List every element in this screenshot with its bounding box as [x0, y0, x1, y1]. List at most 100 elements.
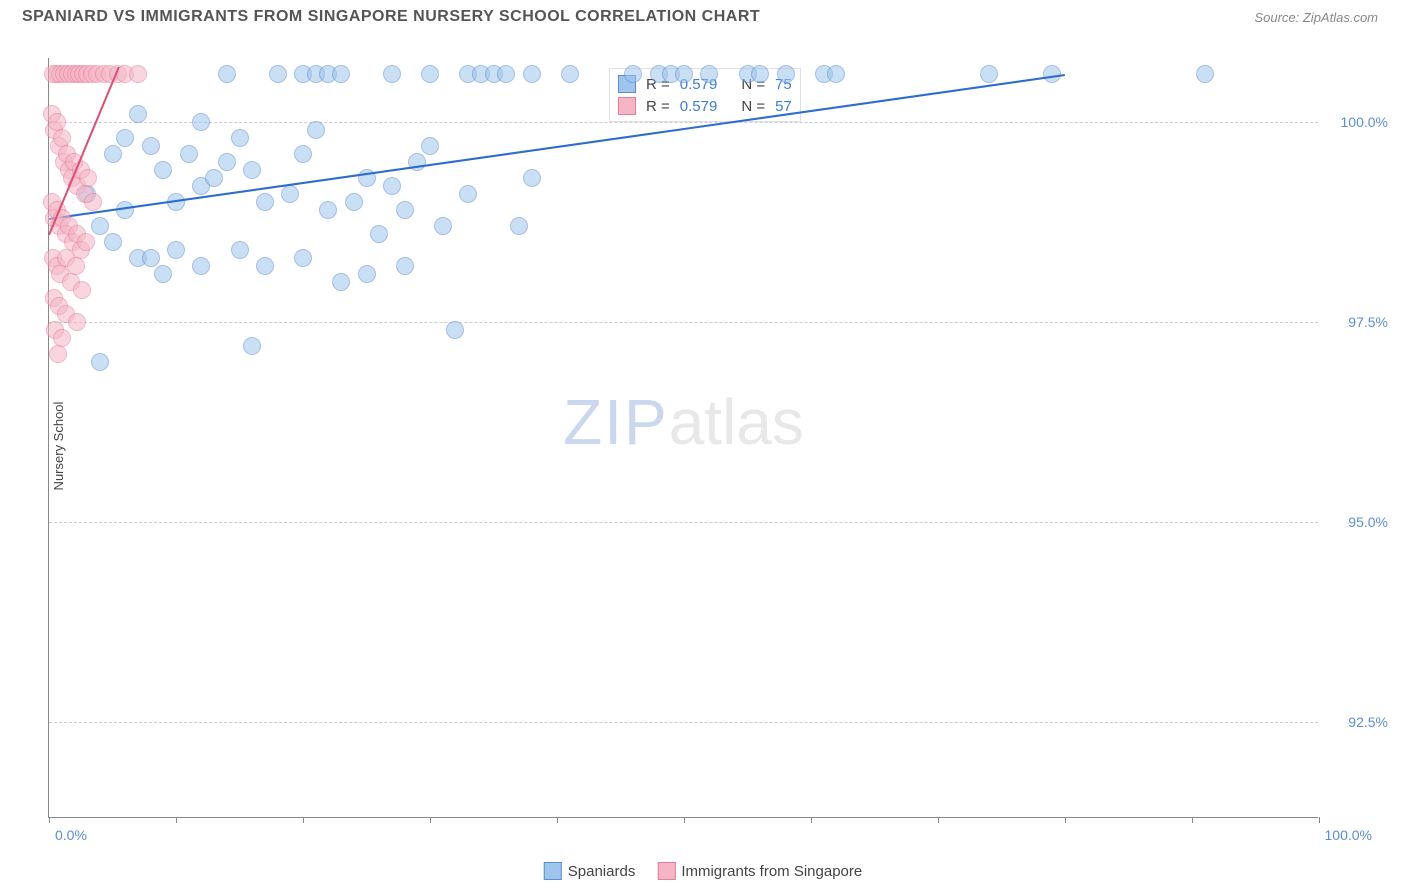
data-point-blue — [256, 257, 274, 275]
data-point-blue — [218, 65, 236, 83]
data-point-pink — [49, 345, 67, 363]
data-point-blue — [307, 121, 325, 139]
data-point-blue — [396, 257, 414, 275]
watermark: ZIPatlas — [563, 385, 804, 459]
data-point-blue — [332, 273, 350, 291]
data-point-blue — [91, 353, 109, 371]
data-point-blue — [129, 105, 147, 123]
data-point-pink — [79, 169, 97, 187]
data-point-blue — [358, 265, 376, 283]
watermark-zip: ZIP — [563, 386, 669, 458]
data-point-blue — [154, 265, 172, 283]
data-point-blue — [332, 65, 350, 83]
data-point-blue — [523, 65, 541, 83]
stats-row-pink: R = 0.579N = 57 — [618, 95, 792, 117]
chart-title: SPANIARD VS IMMIGRANTS FROM SINGAPORE NU… — [22, 8, 760, 26]
stats-r-value: 0.579 — [680, 98, 718, 115]
x-tick — [1065, 817, 1066, 823]
data-point-blue — [154, 161, 172, 179]
watermark-atlas: atlas — [669, 386, 804, 458]
y-tick-label: 100.0% — [1328, 114, 1388, 130]
data-point-blue — [319, 201, 337, 219]
data-point-blue — [142, 249, 160, 267]
data-point-blue — [383, 177, 401, 195]
data-point-blue — [497, 65, 515, 83]
source-attribution: Source: ZipAtlas.com — [1254, 10, 1378, 25]
data-point-blue — [142, 137, 160, 155]
legend-item-singapore: Immigrants from Singapore — [657, 862, 862, 880]
data-point-blue — [180, 145, 198, 163]
stats-swatch-pink — [618, 97, 636, 115]
x-tick — [49, 817, 50, 823]
data-point-blue — [624, 65, 642, 83]
x-tick — [811, 817, 812, 823]
data-point-pink — [68, 313, 86, 331]
data-point-blue — [1196, 65, 1214, 83]
x-tick — [1319, 817, 1320, 823]
data-point-blue — [980, 65, 998, 83]
data-point-blue — [383, 65, 401, 83]
bottom-legend: Spaniards Immigrants from Singapore — [544, 862, 862, 880]
x-tick — [684, 817, 685, 823]
gridline-h — [49, 322, 1318, 323]
gridline-h — [49, 522, 1318, 523]
data-point-blue — [561, 65, 579, 83]
data-point-blue — [192, 113, 210, 131]
y-tick-label: 92.5% — [1328, 714, 1388, 730]
data-point-blue — [91, 217, 109, 235]
stats-r-label: R = — [646, 98, 670, 115]
data-point-blue — [827, 65, 845, 83]
data-point-blue — [269, 65, 287, 83]
data-point-pink — [84, 193, 102, 211]
x-tick — [938, 817, 939, 823]
data-point-blue — [421, 65, 439, 83]
data-point-blue — [345, 193, 363, 211]
data-point-blue — [294, 249, 312, 267]
plot-area: ZIPatlas R = 0.579N = 75R = 0.579N = 57 … — [48, 58, 1318, 818]
data-point-blue — [281, 185, 299, 203]
x-tick — [1192, 817, 1193, 823]
gridline-h — [49, 722, 1318, 723]
legend-swatch-blue — [544, 862, 562, 880]
data-point-pink — [67, 257, 85, 275]
data-point-blue — [104, 233, 122, 251]
data-point-blue — [700, 65, 718, 83]
data-point-blue — [205, 169, 223, 187]
data-point-blue — [510, 217, 528, 235]
x-tick — [557, 817, 558, 823]
data-point-blue — [218, 153, 236, 171]
data-point-blue — [104, 145, 122, 163]
legend-item-spaniards: Spaniards — [544, 862, 636, 880]
data-point-pink — [129, 65, 147, 83]
chart-header: SPANIARD VS IMMIGRANTS FROM SINGAPORE NU… — [0, 0, 1406, 30]
data-point-blue — [751, 65, 769, 83]
data-point-blue — [192, 257, 210, 275]
data-point-blue — [243, 161, 261, 179]
data-point-blue — [459, 185, 477, 203]
x-tick-label-max: 100.0% — [1325, 827, 1372, 843]
x-tick-label-min: 0.0% — [55, 827, 87, 843]
data-point-blue — [421, 137, 439, 155]
data-point-blue — [675, 65, 693, 83]
y-tick-label: 97.5% — [1328, 314, 1388, 330]
data-point-blue — [243, 337, 261, 355]
legend-swatch-pink — [657, 862, 675, 880]
data-point-blue — [116, 129, 134, 147]
data-point-blue — [434, 217, 452, 235]
data-point-pink — [73, 281, 91, 299]
data-point-blue — [167, 241, 185, 259]
trend-line-blue — [49, 74, 1065, 220]
data-point-blue — [777, 65, 795, 83]
y-tick-label: 95.0% — [1328, 514, 1388, 530]
data-point-blue — [370, 225, 388, 243]
x-tick — [303, 817, 304, 823]
x-tick — [430, 817, 431, 823]
stats-n-label: N = — [741, 98, 765, 115]
gridline-h — [49, 122, 1318, 123]
data-point-blue — [523, 169, 541, 187]
data-point-blue — [446, 321, 464, 339]
legend-label-singapore: Immigrants from Singapore — [681, 863, 862, 880]
data-point-blue — [396, 201, 414, 219]
data-point-pink — [77, 233, 95, 251]
data-point-blue — [294, 145, 312, 163]
